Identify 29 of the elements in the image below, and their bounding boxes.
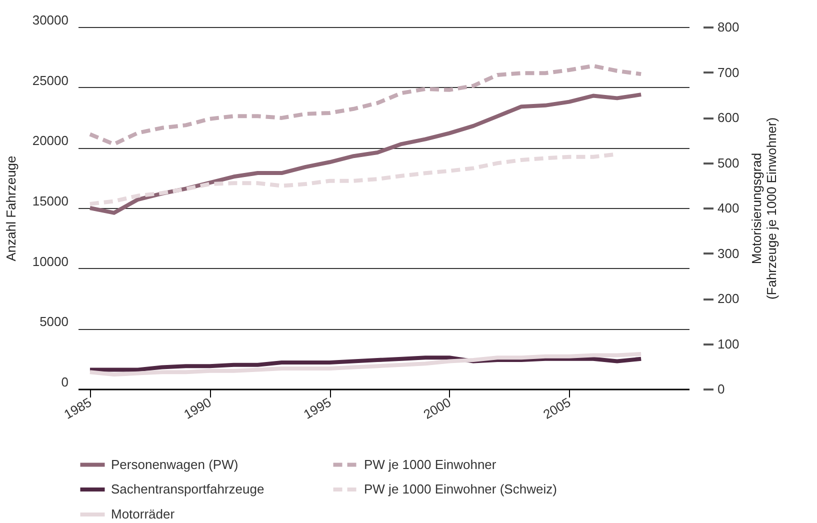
y2-tick-label: 600 [718, 110, 740, 125]
y2-tick-label: 200 [718, 291, 740, 306]
legend-label: Personenwagen (PW) [111, 456, 238, 472]
x-tick-label: 1990 [181, 394, 214, 422]
x-tick-label: 1995 [301, 394, 334, 422]
y2-tick-label: 300 [718, 246, 740, 261]
y2-tick-label: 500 [718, 155, 740, 170]
y2-axis-title: Motorisierungsgrad (Fahrzeuge je 1000 Einwohner) [749, 117, 780, 300]
y2-tick-label: 100 [718, 336, 740, 352]
x-tick-label: 1985 [61, 394, 94, 422]
x-tick-label: 2000 [420, 394, 454, 422]
line-series [88, 64, 644, 146]
y-tick-label: 5000 [40, 314, 68, 330]
y-tick-label: 20000 [32, 133, 68, 148]
y-axis-title: Anzahl Fahrzeuge [3, 156, 18, 262]
legend-label: PW je 1000 Einwohner (Schweiz) [364, 482, 557, 496]
y-tick-label: 10000 [32, 254, 68, 269]
y2-tick-label: 0 [718, 382, 725, 396]
legend-label: Motorräder [111, 506, 176, 522]
y2-tick-label: 700 [718, 64, 740, 80]
y2-tick-label: 400 [718, 200, 740, 216]
y-tick-label: 0 [61, 374, 68, 390]
x-tick-label: 2005 [540, 394, 574, 422]
y-tick-label: 30000 [32, 12, 68, 28]
y-tick-label: 15000 [32, 194, 68, 208]
y-tick-label: 25000 [32, 72, 68, 88]
legend-label: PW je 1000 Einwohner [364, 456, 497, 472]
legend-label: Sachentransportfahrzeuge [111, 482, 264, 496]
y2-tick-label: 800 [718, 20, 740, 34]
